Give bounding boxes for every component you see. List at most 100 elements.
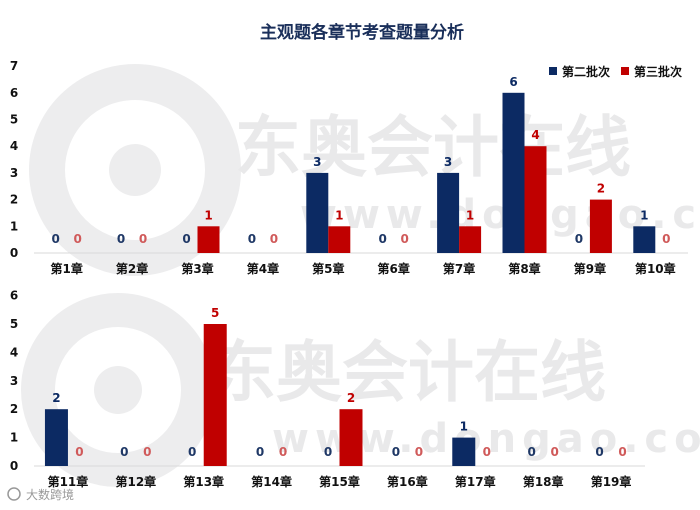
data-label: 0: [188, 445, 196, 459]
data-label: 0: [279, 445, 287, 459]
bar-series2: [589, 199, 612, 253]
bar-series1: [306, 172, 329, 253]
category-label: 第14章: [251, 474, 292, 489]
legend: 第二批次 第三批次: [549, 64, 682, 79]
data-label: 0: [270, 232, 278, 246]
bar-series1: [502, 92, 525, 253]
bar-series2: [328, 226, 351, 253]
data-label: 1: [335, 208, 343, 222]
data-label: 0: [575, 232, 583, 246]
ytick-label: 2: [10, 402, 18, 416]
category-label: 第13章: [183, 474, 224, 489]
ytick-label: 0: [10, 246, 18, 260]
legend-label-series2: 第三批次: [634, 64, 682, 79]
bar-series2: [197, 226, 220, 253]
ytick-label: 5: [10, 317, 18, 331]
data-label: 4: [531, 128, 539, 142]
watermark-text-2: 东奥会计在线: [210, 334, 606, 411]
category-label: 第1章: [51, 261, 83, 276]
bar-series2: [524, 146, 547, 253]
chart-title: 主观题各章节考查题量分析: [260, 22, 464, 43]
category-label: 第6章: [378, 261, 410, 276]
data-label: 0: [117, 232, 125, 246]
category-label: 第5章: [312, 261, 344, 276]
ytick-label: 3: [10, 374, 18, 388]
watermark-2: 东奥会计在线 www.dongao.com: [21, 293, 700, 487]
data-label: 3: [444, 155, 452, 169]
data-label: 5: [211, 306, 219, 320]
category-label: 第10章: [635, 261, 676, 276]
data-label: 2: [52, 391, 60, 405]
bar-series1: [44, 409, 68, 466]
category-label: 第15章: [319, 474, 360, 489]
data-label: 6: [509, 75, 517, 89]
watermark-text-1: 东奥会计在线: [235, 109, 631, 186]
category-label: 第4章: [247, 261, 279, 276]
ytick-label: 1: [10, 219, 18, 233]
category-label: 第16章: [387, 474, 428, 489]
ytick-label: 5: [10, 113, 18, 127]
category-label: 第8章: [508, 261, 540, 276]
data-label: 0: [483, 445, 491, 459]
bar-series1: [452, 437, 476, 466]
data-label: 0: [595, 445, 603, 459]
data-label: 0: [52, 232, 60, 246]
data-label: 2: [347, 391, 355, 405]
category-label: 第3章: [181, 261, 213, 276]
ytick-label: 2: [10, 193, 18, 207]
ytick-label: 3: [10, 166, 18, 180]
bar-series2: [339, 409, 363, 466]
data-label: 0: [143, 445, 151, 459]
data-label: 3: [313, 155, 321, 169]
data-label: 0: [74, 232, 82, 246]
ytick-label: 7: [10, 59, 18, 73]
data-label: 0: [120, 445, 128, 459]
data-label: 0: [324, 445, 332, 459]
weibo-icon: [7, 487, 21, 501]
data-label: 0: [392, 445, 400, 459]
ytick-label: 6: [10, 86, 18, 100]
data-label: 0: [379, 232, 387, 246]
data-label: 0: [182, 232, 190, 246]
category-label: 第7章: [443, 261, 475, 276]
data-label: 0: [139, 232, 147, 246]
ytick-label: 1: [10, 431, 18, 445]
data-label: 1: [204, 208, 212, 222]
category-label: 第18章: [523, 474, 564, 489]
data-label: 2: [597, 182, 605, 196]
bar-series2: [459, 226, 482, 253]
category-label: 第19章: [591, 474, 632, 489]
category-label: 第2章: [116, 261, 148, 276]
ytick-label: 6: [10, 289, 18, 303]
data-label: 0: [75, 445, 83, 459]
data-label: 0: [415, 445, 423, 459]
ytick-label: 4: [10, 345, 18, 359]
bar-series1: [633, 226, 656, 253]
category-label: 第17章: [455, 474, 496, 489]
ytick-label: 0: [10, 459, 18, 473]
ytick-label: 4: [10, 139, 18, 153]
data-label: 1: [460, 420, 468, 434]
legend-swatch-series2: [621, 67, 629, 75]
category-label: 第9章: [574, 261, 606, 276]
data-label: 0: [256, 445, 264, 459]
data-label: 1: [466, 208, 474, 222]
data-label: 0: [618, 445, 626, 459]
data-label: 0: [401, 232, 409, 246]
bar-series1: [437, 172, 460, 253]
source-mark: 大数跨境: [7, 487, 74, 502]
legend-swatch-series1: [549, 67, 557, 75]
category-label: 第12章: [115, 474, 156, 489]
data-label: 0: [248, 232, 256, 246]
chart-bottom: 0 1 2 3 4 5 6 2 0 第11章 0 0 第12章 0 5 第13章 0 0 第14章 0 2 第15章 0 0 第…: [10, 289, 645, 489]
data-label: 0: [527, 445, 535, 459]
data-label: 1: [640, 208, 648, 222]
source-text: 大数跨境: [26, 487, 74, 502]
data-label: 0: [662, 232, 670, 246]
bar-series2: [203, 324, 227, 466]
legend-label-series1: 第二批次: [562, 64, 610, 79]
watermark-1: 东奥会计在线 www.dongao.com: [29, 64, 700, 276]
category-label: 第11章: [48, 474, 89, 489]
